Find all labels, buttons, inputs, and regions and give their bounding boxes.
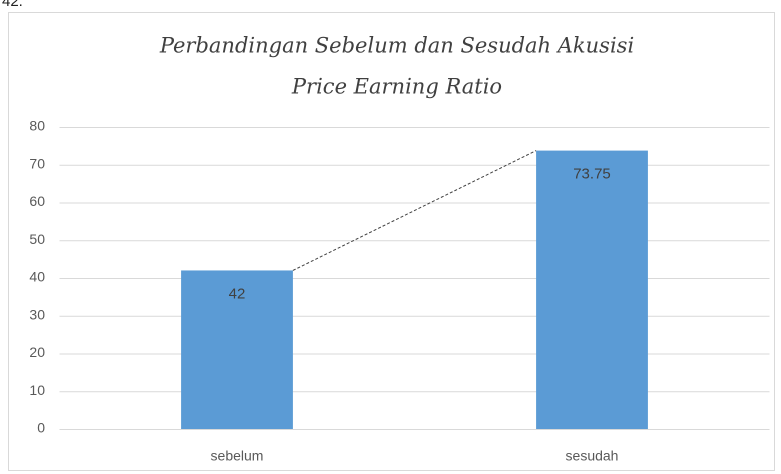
y-tick-label: 30 <box>29 306 45 322</box>
y-tick-label: 70 <box>29 155 45 171</box>
y-tick-label: 20 <box>29 344 45 360</box>
y-tick-label: 50 <box>29 231 45 247</box>
connector-line <box>292 150 537 271</box>
y-tick-label: 40 <box>29 269 45 285</box>
x-tick-label: sebelum <box>211 448 264 464</box>
bar <box>181 270 293 429</box>
x-tick-label: sesudah <box>566 448 619 464</box>
bar <box>536 150 648 429</box>
chart-subtitle: Price Earning Ratio <box>291 75 502 99</box>
y-tick-label: 60 <box>29 193 45 209</box>
caption: 42. <box>2 0 23 10</box>
data-label: 42 <box>229 285 246 302</box>
y-tick-label: 80 <box>29 118 45 134</box>
data-label: 73.75 <box>573 166 611 183</box>
y-tick-label: 10 <box>29 382 45 398</box>
chart-title: Perbandingan Sebelum dan Sesudah Akusisi <box>159 34 634 58</box>
y-tick-label: 0 <box>37 420 45 436</box>
